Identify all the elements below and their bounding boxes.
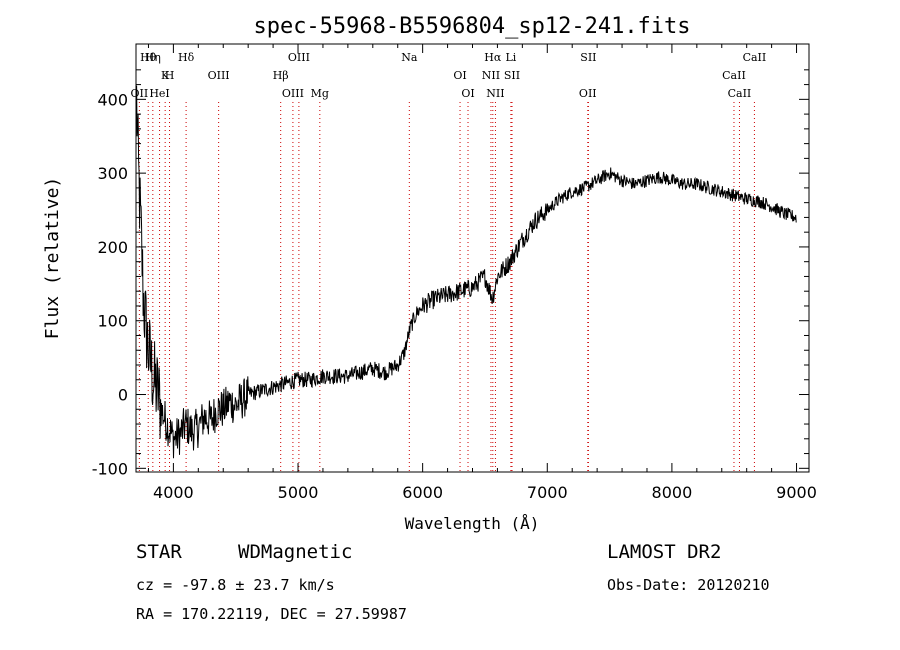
line-marker-label: H bbox=[165, 69, 175, 82]
line-marker-label: Hη bbox=[145, 51, 161, 64]
line-marker-label: CaII bbox=[743, 51, 767, 64]
y-tick-label: 400 bbox=[97, 90, 128, 109]
spectrum-line bbox=[136, 85, 797, 459]
line-marker-label: OIII bbox=[208, 69, 230, 82]
line-marker-label: Hδ bbox=[178, 51, 195, 64]
y-tick-label: -100 bbox=[92, 459, 128, 478]
x-tick-label: 6000 bbox=[402, 483, 443, 502]
x-tick-label: 9000 bbox=[776, 483, 817, 502]
line-marker-label: Hθ bbox=[140, 51, 157, 64]
redshift-readout: cz = -97.8 ± 23.7 km/s bbox=[136, 576, 335, 594]
line-marker-label: Na bbox=[401, 51, 418, 64]
coordinates-readout: RA = 170.22119, DEC = 27.59987 bbox=[136, 605, 407, 623]
object-subclass: WDMagnetic bbox=[238, 541, 353, 563]
line-marker-label: OI bbox=[453, 69, 466, 82]
line-marker-label: SII bbox=[504, 69, 520, 82]
y-tick-label: 0 bbox=[118, 386, 128, 405]
line-marker-label: OI bbox=[461, 87, 474, 100]
line-marker-label: K bbox=[161, 69, 170, 82]
chart-title: spec-55968-B5596804_sp12-241.fits bbox=[253, 14, 690, 39]
line-marker-label: OII bbox=[131, 87, 149, 100]
line-marker-label: CaII bbox=[728, 87, 752, 100]
line-marker-label: Hβ bbox=[273, 69, 289, 82]
x-tick-label: 7000 bbox=[527, 483, 568, 502]
survey-name: LAMOST DR2 bbox=[607, 541, 722, 563]
x-axis-label: Wavelength (Å) bbox=[405, 514, 540, 533]
line-marker-label: OIII bbox=[282, 87, 304, 100]
y-tick-label: 100 bbox=[97, 312, 128, 331]
y-tick-label: 300 bbox=[97, 164, 128, 183]
y-tick-label: 200 bbox=[97, 238, 128, 257]
x-tick-label: 5000 bbox=[278, 483, 319, 502]
line-marker-label: OII bbox=[579, 87, 597, 100]
x-tick-label: 8000 bbox=[652, 483, 693, 502]
x-tick-label: 4000 bbox=[153, 483, 194, 502]
line-marker-label: OIII bbox=[288, 51, 310, 64]
x-axis-ticks: 4000 5000 6000 7000 8000 9000 bbox=[147, 44, 817, 502]
line-marker-label: Mg bbox=[311, 87, 329, 100]
line-marker-label: NII bbox=[486, 87, 504, 100]
line-marker-label: HeI bbox=[149, 87, 169, 100]
y-axis-label: Flux (relative) bbox=[42, 177, 63, 340]
line-marker-label: CaII bbox=[722, 69, 746, 82]
observation-date: Obs-Date: 20120210 bbox=[607, 576, 770, 594]
line-marker-label: SII bbox=[580, 51, 596, 64]
line-marker-label: Li bbox=[505, 51, 516, 64]
y-axis-ticks: -100 0 100 200 300 400 bbox=[92, 69, 809, 478]
object-class: STAR bbox=[136, 541, 182, 563]
line-marker-label: Hα bbox=[484, 51, 502, 64]
emission-line-labels: Hθ K HeI Hδ OIII OII Hη H OIII OIII Hβ Mg Na OI OI Hα NI… bbox=[131, 51, 767, 100]
line-marker-label: NII bbox=[482, 69, 500, 82]
